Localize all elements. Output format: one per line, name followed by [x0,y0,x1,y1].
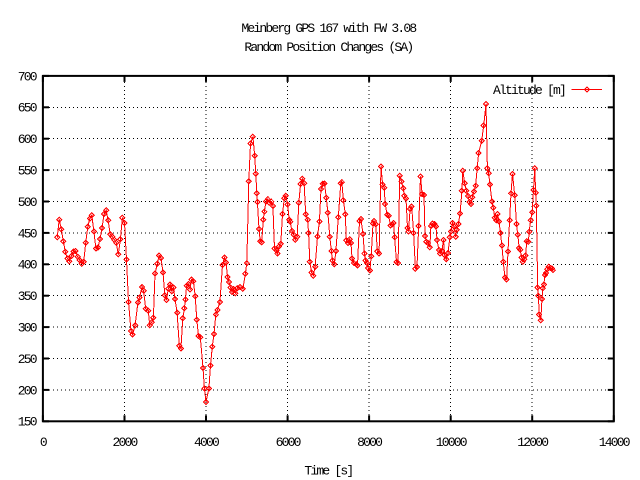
svg-text:550: 550 [18,164,37,179]
svg-text:Random Position Changes (SA): Random Position Changes (SA) [244,40,412,55]
svg-text:600: 600 [18,132,37,147]
svg-text:Meinberg GPS 167 with FW 3.08: Meinberg GPS 167 with FW 3.08 [241,21,416,36]
svg-text:14000: 14000 [599,435,630,450]
svg-text:4000: 4000 [194,435,219,450]
svg-text:200: 200 [18,383,37,398]
svg-text:Altitude [m]: Altitude [m] [493,83,565,98]
svg-text:400: 400 [18,258,37,273]
svg-text:700: 700 [18,69,37,84]
svg-text:450: 450 [18,226,37,241]
svg-text:650: 650 [18,101,37,116]
svg-text:250: 250 [18,352,37,367]
svg-text:12000: 12000 [517,435,548,450]
svg-text:300: 300 [18,321,37,336]
svg-text:6000: 6000 [276,435,301,450]
svg-text:350: 350 [18,289,37,304]
svg-text:500: 500 [18,195,37,210]
svg-text:2000: 2000 [112,435,137,450]
svg-text:Time [s]: Time [s] [304,463,352,478]
svg-text:8000: 8000 [357,435,382,450]
svg-text:150: 150 [18,415,37,430]
svg-text:10000: 10000 [436,435,467,450]
svg-text:0: 0 [40,435,47,450]
